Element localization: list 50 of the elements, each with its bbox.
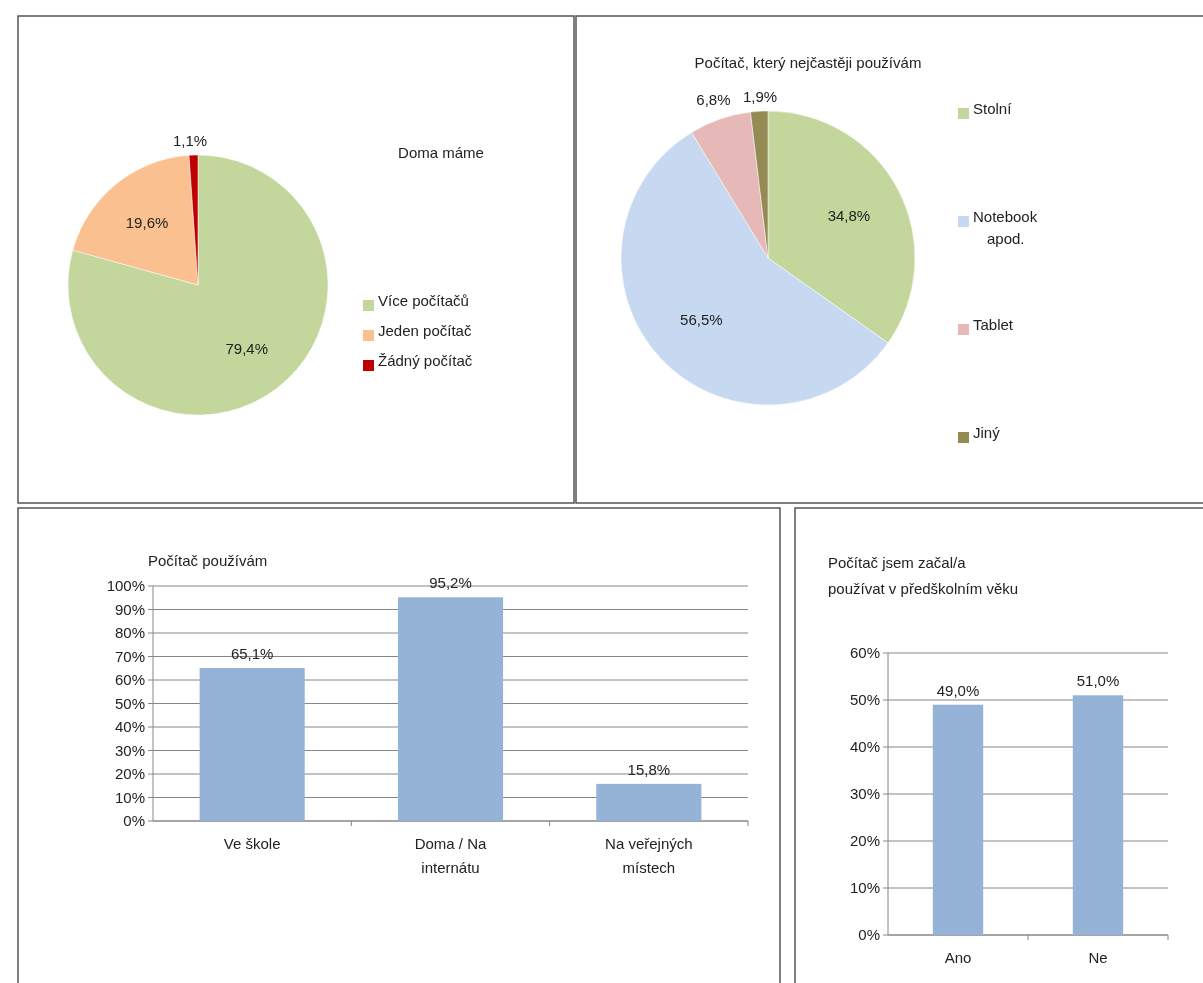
legend-label: Tablet: [973, 316, 1014, 333]
y-tick-label: 80%: [114, 624, 145, 642]
chart-title: Počítač jsem začal/a používat v předškolním věku: [828, 554, 1019, 597]
data-label: 56,5%: [680, 311, 723, 329]
y-tick-label: 10%: [114, 788, 145, 806]
y-tick-label: 90%: [114, 600, 145, 618]
y-tick-label: 10%: [849, 879, 880, 897]
y-tick-label: 50%: [849, 691, 880, 709]
data-label: 15,8%: [627, 760, 671, 778]
x-tick-label: Doma / Na internátu: [414, 835, 487, 876]
data-label: 49,0%: [936, 681, 980, 699]
data-label: 95,2%: [429, 574, 472, 592]
bar: [596, 783, 702, 821]
bar: [397, 597, 504, 821]
x-tick-label: Ne: [1088, 949, 1108, 966]
data-label: 6,8%: [696, 91, 731, 109]
y-tick-label: 30%: [849, 785, 880, 803]
x-tick-label: Na veřejných místech: [605, 835, 693, 876]
y-tick-label: 30%: [114, 741, 145, 759]
legend-label: Notebook apod.: [973, 208, 1038, 247]
data-label: 65,1%: [230, 645, 274, 663]
y-tick-label: 40%: [849, 738, 880, 756]
y-tick-label: 20%: [114, 765, 145, 783]
y-tick-label: 60%: [114, 671, 145, 689]
y-tick-label: 100%: [106, 577, 145, 595]
bar: [199, 668, 305, 821]
data-label: 1,9%: [742, 88, 778, 106]
text: Doma máme: [398, 144, 484, 161]
y-tick-label: 0%: [858, 926, 880, 944]
y-tick-label: 60%: [849, 644, 880, 662]
legend-label: Jiný: [973, 424, 1001, 441]
data-label: 34,8%: [827, 207, 871, 225]
y-tick-label: 40%: [114, 718, 145, 736]
data-label: 51,0%: [1076, 672, 1120, 690]
x-tick-label: Ano: [944, 949, 972, 966]
data-label: 79,4%: [225, 340, 269, 358]
data-label: 19,6%: [125, 213, 169, 231]
data-label: 1,1%: [172, 132, 208, 150]
legend-label: Více počítačů: [378, 292, 469, 309]
y-tick-label: 20%: [849, 832, 880, 850]
legend-label: Jeden počítač: [378, 322, 472, 339]
chart-title: Počítač používám: [148, 552, 268, 569]
x-tick-label: Ve škole: [223, 835, 281, 852]
y-tick-label: 50%: [114, 694, 145, 712]
pie-slice: [67, 154, 329, 416]
y-tick-label: 70%: [114, 647, 145, 665]
y-tick-label: 0%: [123, 812, 145, 830]
chart-title: Počítač, který nejčastěji používám: [694, 54, 922, 71]
legend-label: Žádný počítač: [378, 352, 473, 369]
legend-label: Stolní: [973, 100, 1013, 117]
